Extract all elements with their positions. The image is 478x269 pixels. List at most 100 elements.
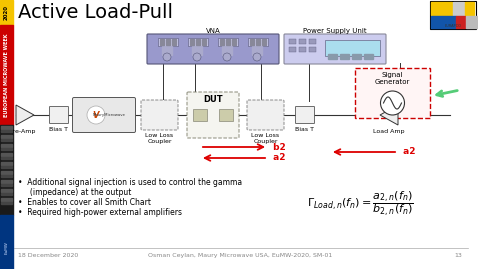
- Bar: [465, 2, 474, 15]
- Text: MauryMicrowave: MauryMicrowave: [93, 113, 125, 117]
- Bar: [340, 54, 349, 59]
- Text: a2: a2: [400, 147, 415, 157]
- Bar: [1, 157, 12, 159]
- Bar: [299, 47, 306, 52]
- Bar: [222, 46, 232, 55]
- Text: •  Enables to cover all Smith Chart: • Enables to cover all Smith Chart: [18, 198, 151, 207]
- Bar: [188, 38, 208, 46]
- Bar: [262, 39, 266, 45]
- Bar: [456, 16, 465, 28]
- Text: Power Supply Unit: Power Supply Unit: [303, 28, 367, 34]
- Circle shape: [163, 53, 171, 61]
- Bar: [196, 39, 200, 45]
- FancyBboxPatch shape: [187, 92, 239, 138]
- Text: Signal
Generator: Signal Generator: [375, 72, 410, 84]
- Text: Bias T: Bias T: [295, 127, 315, 132]
- Bar: [0, 125, 13, 215]
- Bar: [431, 2, 452, 15]
- Bar: [232, 39, 236, 45]
- Bar: [289, 39, 296, 44]
- Text: a2: a2: [270, 154, 285, 162]
- Circle shape: [223, 53, 231, 61]
- Bar: [1, 175, 12, 177]
- Bar: [1, 130, 12, 132]
- Bar: [0, 25, 13, 125]
- Text: 18 December 2020: 18 December 2020: [18, 253, 78, 258]
- Bar: [1, 202, 12, 204]
- FancyBboxPatch shape: [295, 107, 315, 123]
- Bar: [256, 39, 260, 45]
- Text: EuMW: EuMW: [4, 242, 9, 254]
- Bar: [158, 38, 178, 46]
- Bar: [248, 38, 268, 46]
- Text: 2020: 2020: [4, 5, 9, 19]
- Text: •  Additional signal injection is used to control the gamma: • Additional signal injection is used to…: [18, 178, 242, 187]
- Bar: [252, 46, 262, 55]
- Bar: [466, 16, 477, 28]
- Bar: [190, 39, 194, 45]
- Bar: [193, 109, 207, 121]
- Text: Bias T: Bias T: [50, 127, 68, 132]
- Bar: [1, 198, 12, 201]
- Bar: [250, 39, 254, 45]
- FancyBboxPatch shape: [284, 34, 386, 64]
- Bar: [218, 38, 238, 46]
- Text: Load Amp: Load Amp: [373, 129, 405, 134]
- Bar: [1, 166, 12, 168]
- Text: EUROPEAN MICROWAVE WEEK: EUROPEAN MICROWAVE WEEK: [4, 33, 9, 117]
- Bar: [325, 40, 380, 56]
- Bar: [0, 215, 13, 269]
- Circle shape: [380, 91, 404, 115]
- Text: (impedance) at the output: (impedance) at the output: [18, 188, 131, 197]
- Bar: [430, 1, 476, 29]
- Bar: [172, 39, 176, 45]
- Bar: [0, 0, 13, 25]
- Bar: [1, 135, 12, 138]
- FancyBboxPatch shape: [141, 100, 178, 130]
- Bar: [1, 180, 12, 183]
- Bar: [1, 162, 12, 165]
- Text: VNA: VNA: [206, 28, 220, 34]
- Bar: [364, 54, 373, 59]
- Bar: [355, 68, 430, 118]
- Text: $\Gamma_{Load,n}(f_n) = \dfrac{a_{2,n}(f_n)}{b_{2,n}(f_n)}$: $\Gamma_{Load,n}(f_n) = \dfrac{a_{2,n}(f…: [306, 190, 413, 219]
- Bar: [226, 39, 230, 45]
- Bar: [1, 189, 12, 192]
- Bar: [352, 54, 361, 59]
- Bar: [309, 39, 316, 44]
- Bar: [1, 184, 12, 186]
- Circle shape: [87, 106, 105, 124]
- Text: DUT: DUT: [203, 95, 223, 104]
- Text: b2: b2: [270, 143, 286, 151]
- Text: Osman Ceylan, Maury Microwave USA, EuMW-2020, SM-01: Osman Ceylan, Maury Microwave USA, EuMW-…: [148, 253, 332, 258]
- Bar: [162, 46, 172, 55]
- Polygon shape: [380, 105, 398, 125]
- FancyBboxPatch shape: [247, 100, 284, 130]
- Text: Active Load-Pull: Active Load-Pull: [18, 3, 173, 22]
- Text: Low Loss
Coupler: Low Loss Coupler: [145, 133, 174, 144]
- Bar: [192, 46, 202, 55]
- Bar: [289, 47, 296, 52]
- Bar: [166, 39, 170, 45]
- FancyBboxPatch shape: [50, 107, 68, 123]
- Bar: [309, 47, 316, 52]
- Bar: [220, 39, 224, 45]
- Text: EURAPCO: EURAPCO: [445, 24, 461, 28]
- Circle shape: [253, 53, 261, 61]
- Bar: [160, 39, 164, 45]
- Polygon shape: [16, 105, 34, 125]
- Bar: [1, 153, 12, 156]
- Bar: [431, 16, 456, 28]
- Bar: [328, 54, 337, 59]
- FancyBboxPatch shape: [73, 97, 135, 133]
- Text: V: V: [93, 111, 99, 119]
- Bar: [299, 39, 306, 44]
- Text: Low Loss
Coupler: Low Loss Coupler: [251, 133, 280, 144]
- Text: 13: 13: [454, 253, 462, 258]
- Text: •  Required high-power external amplifiers: • Required high-power external amplifier…: [18, 208, 182, 217]
- Bar: [1, 171, 12, 174]
- Bar: [1, 144, 12, 147]
- Bar: [1, 148, 12, 150]
- Bar: [1, 193, 12, 195]
- Bar: [1, 139, 12, 141]
